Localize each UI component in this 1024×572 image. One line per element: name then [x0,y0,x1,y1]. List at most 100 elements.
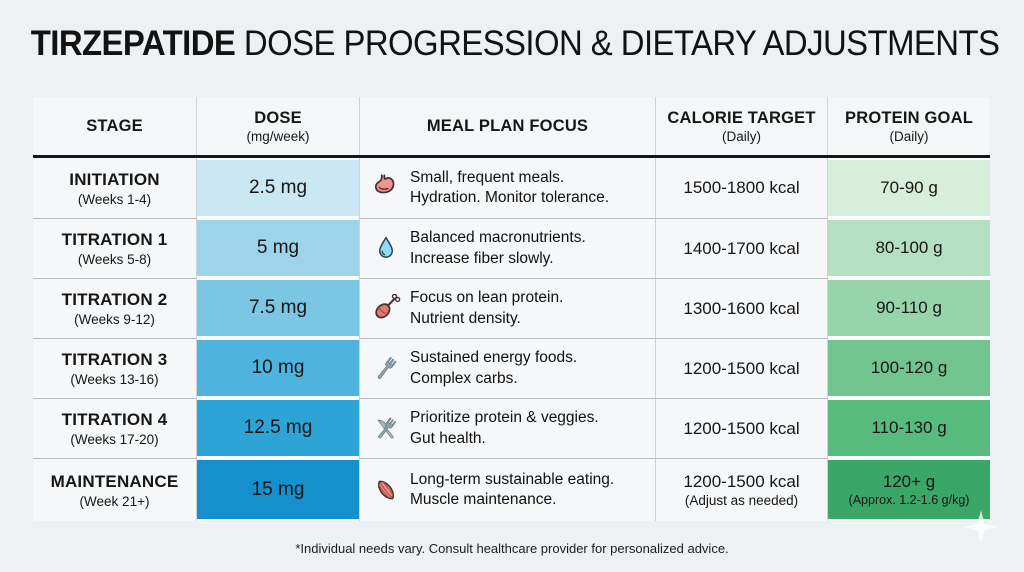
meal-line2: Muscle maintenance. [410,491,557,508]
meal-line2: Complex carbs. [410,369,518,387]
stage-weeks: (Week 21+) [79,493,150,509]
fork-icon [371,354,401,384]
header-protein-goal: PROTEIN GOAL (Daily) [828,97,990,155]
meal-cell: Sustained energy foods. Complex carbs. [360,338,656,398]
header-label: PROTEIN GOAL [845,108,973,127]
protein-value: 90-110 g [876,298,942,317]
header-calorie-target: CALORIE TARGET (Daily) [656,97,828,155]
dose-value: 12.5 mg [197,400,359,456]
table-row: TITRATION 3 (Weeks 13-16) 10 mg Sustaine… [33,338,990,398]
protein-value: 100-120 g [870,358,948,377]
stage-name: TITRATION 4 [61,410,168,429]
calorie-value: 1200-1500 kcal [683,418,800,438]
dose-cell: 12.5 mg [197,398,360,458]
meal-line2: Hydration. Monitor tolerance. [410,189,610,206]
header-sublabel: (Daily) [889,128,929,144]
page-title: TIRZEPATIDE DOSE PROGRESSION & DIETARY A… [30,24,1000,64]
dose-progression-table: STAGE DOSE (mg/week) MEAL PLAN FOCUS CAL… [33,97,990,521]
table-header-row: STAGE DOSE (mg/week) MEAL PLAN FOCUS CAL… [33,97,990,158]
calorie-cell: 1200-1500 kcal [656,338,828,398]
meal-cell: Balanced macronutrients. Increase fiber … [360,218,656,278]
protein-subnote: (Approx. 1.2-1.6 g/kg) [848,493,970,507]
meal-line2: Nutrient density. [410,309,521,327]
meal-line1: Prioritize protein & veggies. [410,409,599,427]
header-dose: DOSE (mg/week) [197,97,360,155]
protein-value: 80-100 g [875,238,943,257]
calorie-cell: 1500-1800 kcal [656,158,828,218]
meal-text: Balanced macronutrients. Increase fiber … [410,228,586,269]
header-label: CALORIE TARGET [667,108,816,127]
protein-cell: 100-120 g [828,338,990,398]
dose-value: 5 mg [197,220,359,276]
meal-line1: Long-term sustainable eating. [410,470,615,488]
table-row: TITRATION 1 (Weeks 5-8) 5 mg Balanced ma… [33,218,990,278]
dose-value: 15 mg [197,460,359,519]
meal-line1: Sustained energy foods. [410,349,578,367]
meal-line1: Balanced macronutrients. [410,229,586,247]
protein-value-wrap: 110-130 g [828,400,990,456]
protein-cell: 70-90 g [828,158,990,218]
stage-weeks: (Weeks 17-20) [70,432,159,447]
stage-name: TITRATION 2 [61,290,168,309]
meal-cell: Small, frequent meals. Hydration. Monito… [360,158,656,218]
header-label: DOSE [254,108,302,127]
calorie-value: 1500-1800 kcal [683,178,800,197]
muscle-icon [371,475,401,505]
water-drop-icon [371,234,401,264]
protein-value-wrap: 80-100 g [828,220,990,276]
stomach-icon [371,173,401,203]
stage-name: INITIATION [69,169,160,189]
protein-cell: 80-100 g [828,218,990,278]
calorie-value: 1200-1500 kcal [683,472,800,491]
calorie-cell: 1300-1600 kcal [656,278,828,338]
dose-cell: 7.5 mg [197,278,360,338]
stage-weeks: (Weeks 5-8) [77,252,152,267]
meal-line2: Increase fiber slowly. [410,249,554,267]
disclaimer-text: *Individual needs vary. Consult healthca… [295,541,729,556]
stage-cell: TITRATION 2 (Weeks 9-12) [33,278,197,338]
stage-name: MAINTENANCE [50,471,179,491]
page-title-rest: DOSE PROGRESSION & DIETARY ADJUSTMENTS [235,24,1000,63]
header-meal-plan: MEAL PLAN FOCUS [360,97,656,155]
header-sublabel: (mg/week) [246,128,310,144]
stage-name: TITRATION 1 [61,230,168,249]
protein-value-wrap: 120+ g (Approx. 1.2-1.6 g/kg) [828,460,990,519]
stage-cell: TITRATION 3 (Weeks 13-16) [33,338,197,398]
header-stage: STAGE [33,97,197,155]
header-label: STAGE [86,116,143,135]
calorie-value: 1200-1500 kcal [683,358,800,378]
dose-value: 10 mg [197,340,359,396]
stage-name: TITRATION 3 [61,350,168,369]
meal-line1: Focus on lean protein. [410,289,564,307]
meal-cell: Focus on lean protein. Nutrient density. [360,278,656,338]
calorie-cell: 1200-1500 kcal (Adjust as needed) [656,458,828,521]
stage-cell: TITRATION 1 (Weeks 5-8) [33,218,197,278]
meal-line2: Gut health. [410,429,486,447]
stage-weeks: (Weeks 1-4) [77,191,152,207]
calorie-subnote: (Adjust as needed) [684,493,799,508]
protein-value: 70-90 g [880,178,938,197]
dose-value: 2.5 mg [197,160,359,216]
header-sublabel: (Daily) [722,128,761,144]
crossed-utensils-icon [371,414,401,444]
meal-text: Prioritize protein & veggies. Gut health… [410,408,599,449]
dose-cell: 10 mg [197,338,360,398]
drumstick-icon [371,293,401,324]
meal-cell: Prioritize protein & veggies. Gut health… [360,398,656,458]
calorie-value: 1300-1600 kcal [683,298,800,318]
protein-value: 120+ g [882,472,936,491]
protein-value-wrap: 90-110 g [828,280,990,336]
table-row: TITRATION 4 (Weeks 17-20) 12.5 mg [33,398,990,458]
page-title-drug-name: TIRZEPATIDE [30,24,236,63]
calorie-value: 1400-1700 kcal [683,238,800,258]
protein-cell: 90-110 g [828,278,990,338]
stage-cell: INITIATION (Weeks 1-4) [33,158,197,218]
dose-cell: 5 mg [197,218,360,278]
protein-value: 110-130 g [871,418,947,437]
meal-text: Long-term sustainable eating. Muscle mai… [410,470,614,511]
calorie-cell: 1400-1700 kcal [656,218,828,278]
stage-weeks: (Weeks 13-16) [70,372,159,387]
calorie-cell: 1200-1500 kcal [656,398,828,458]
table-row: MAINTENANCE (Week 21+) 15 mg Long-term s… [33,458,990,521]
